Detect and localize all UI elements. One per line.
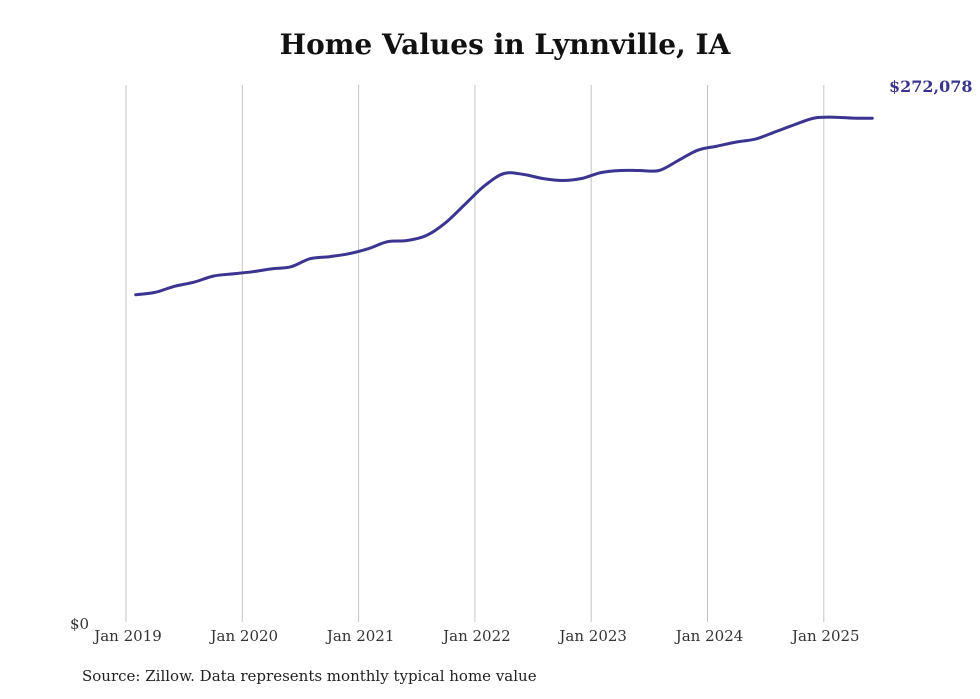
series-line [134, 115, 874, 297]
x-tick-label: Jan 2022 [441, 627, 511, 645]
x-axis-ticks: Jan 2019 Jan 2020 Jan 2021 Jan 2022 Jan 2023… [92, 627, 859, 645]
gridlines [125, 85, 825, 622]
x-tick-label: Jan 2023 [557, 627, 627, 645]
y-axis-zero-label: $0 [70, 615, 89, 633]
x-tick-label: Jan 2024 [674, 627, 744, 645]
series-layer [134, 115, 874, 297]
x-tick-label: Jan 2025 [790, 627, 860, 645]
x-tick-label: Jan 2019 [92, 627, 162, 645]
x-tick-label: Jan 2020 [209, 627, 279, 645]
chart-title: Home Values in Lynnville, IA [279, 28, 731, 61]
end-value-label: $272,078 [889, 77, 973, 96]
source-note: Source: Zillow. Data represents monthly … [82, 667, 537, 685]
x-tick-label: Jan 2021 [325, 627, 395, 645]
